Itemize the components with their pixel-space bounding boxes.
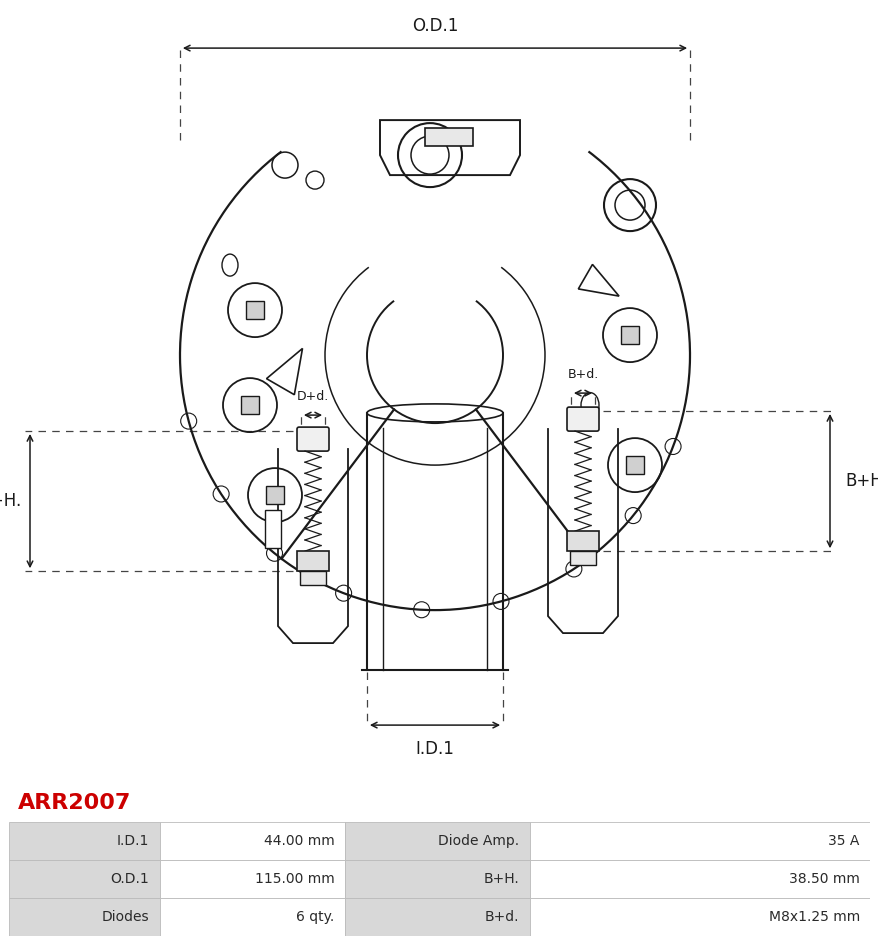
Text: I.D.1: I.D.1 (415, 740, 454, 758)
Text: 35 A: 35 A (828, 834, 859, 848)
Text: O.D.1: O.D.1 (412, 17, 457, 35)
FancyBboxPatch shape (264, 510, 281, 548)
FancyBboxPatch shape (297, 427, 328, 451)
Bar (344, 860, 529, 898)
Text: D+H.: D+H. (0, 493, 22, 510)
Bar (9, 898, 160, 936)
Bar (529, 860, 869, 898)
FancyBboxPatch shape (297, 551, 328, 572)
Bar (9, 860, 160, 898)
Bar (160, 860, 344, 898)
Text: I.D.1: I.D.1 (117, 834, 149, 848)
Bar (620, 326, 638, 344)
Bar (160, 898, 344, 936)
FancyBboxPatch shape (569, 551, 595, 565)
Text: B+d.: B+d. (485, 910, 519, 924)
FancyBboxPatch shape (566, 531, 598, 551)
Bar (241, 396, 259, 415)
Text: B+d.: B+d. (566, 368, 598, 381)
Bar (9, 822, 160, 860)
Text: D+d.: D+d. (297, 390, 328, 403)
Bar (625, 456, 644, 474)
Bar (344, 822, 529, 860)
Bar (344, 898, 529, 936)
Text: 115.00 mm: 115.00 mm (255, 872, 334, 885)
Bar (160, 822, 344, 860)
Bar (529, 898, 869, 936)
Text: Diode Amp.: Diode Amp. (438, 834, 519, 848)
FancyBboxPatch shape (299, 572, 326, 585)
Text: Diodes: Diodes (102, 910, 149, 924)
Text: 44.00 mm: 44.00 mm (263, 834, 334, 848)
Text: M8x1.25 mm: M8x1.25 mm (767, 910, 859, 924)
Text: O.D.1: O.D.1 (111, 872, 149, 885)
Text: 6 qty.: 6 qty. (296, 910, 334, 924)
Text: B+H.: B+H. (844, 472, 878, 490)
Text: ARR2007: ARR2007 (18, 793, 131, 813)
Bar (246, 301, 263, 319)
Bar (529, 822, 869, 860)
Text: 38.50 mm: 38.50 mm (788, 872, 859, 885)
FancyBboxPatch shape (425, 128, 472, 146)
Text: B+H.: B+H. (483, 872, 519, 885)
FancyBboxPatch shape (566, 407, 598, 431)
Bar (266, 486, 284, 504)
